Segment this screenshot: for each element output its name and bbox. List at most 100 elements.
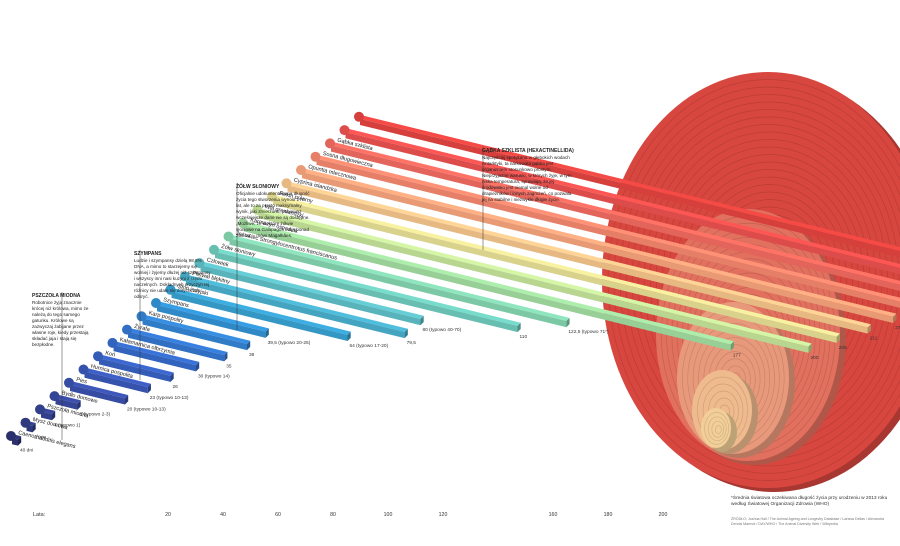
bar xyxy=(77,400,81,410)
sponge-ring xyxy=(715,425,722,434)
bar xyxy=(331,145,900,292)
note-bee-title: PSZCZOŁA MIODNA xyxy=(32,293,81,299)
bar-dot xyxy=(339,125,350,136)
bar xyxy=(302,168,897,317)
credit: ŹRÓDŁO: Joshua Hall / The Animal Ageing … xyxy=(731,517,884,526)
bar xyxy=(142,315,251,344)
bar-group: Człowiek 80 (typowo 40-70) xyxy=(194,257,462,333)
bar xyxy=(32,422,36,433)
note-bee-text: Robotnice żyją znacznie krócej niż królo… xyxy=(32,300,89,347)
note-tortoise-title: ŻÓŁW SŁONIOWY xyxy=(236,184,280,190)
bar-dot xyxy=(354,111,364,122)
bar xyxy=(345,132,900,275)
bar xyxy=(347,331,351,342)
note-chimp-title: SZYMPANS xyxy=(134,251,162,257)
note-tortoise: ŻÓŁW SŁONIOWY Oficjalnie udokumentowana … xyxy=(236,184,310,239)
sponge-ring xyxy=(707,416,727,442)
series-label: Pies xyxy=(76,377,88,386)
bar-dot xyxy=(310,151,321,162)
x-axis-label: Lata: xyxy=(33,512,46,518)
bar-dot xyxy=(238,218,248,229)
bar-dot xyxy=(296,165,306,175)
bar xyxy=(99,355,174,376)
bar-group: Koń 26 xyxy=(93,350,178,390)
series-label: Żyrafa xyxy=(134,323,152,334)
bar-dot xyxy=(93,351,103,362)
bar-dot xyxy=(180,271,190,282)
bar xyxy=(867,324,871,334)
bar-dot xyxy=(223,231,234,242)
note-sponge-text: Najczęściej spotykana w głębokich wodach… xyxy=(482,155,572,202)
note-chimp: SZYMPANS Ludzie i szympansy dzielą 98,8%… xyxy=(134,251,212,300)
bar xyxy=(186,278,405,339)
bar-group: 15 000 xyxy=(354,111,900,258)
note-bee: PSZCZOŁA MIODNA Robotnice żyją znacznie … xyxy=(32,293,90,348)
sponge-disc xyxy=(701,408,731,448)
note-sponge: GĄBKA SZKLISTA (HEXACTINELLIDA) Najczęśc… xyxy=(482,148,574,203)
bar-dot xyxy=(325,138,335,149)
bar xyxy=(84,368,151,387)
bar xyxy=(113,344,196,372)
bar-group: Żyrafa 35 xyxy=(122,323,232,369)
bar-dot xyxy=(281,178,292,189)
bar xyxy=(41,411,52,421)
bar xyxy=(125,395,129,405)
x-tick-label: 120 xyxy=(439,512,448,518)
value-label: 80 (typowo 40-70) xyxy=(423,327,462,333)
bar-dot xyxy=(35,404,45,415)
bar-group: Pies 20 (typowo 10-13) xyxy=(64,377,166,412)
bar xyxy=(224,351,228,362)
note-chimp-text: Ludzie i szympansy dzielą 98,8% DNA, a m… xyxy=(134,258,211,299)
bar xyxy=(200,265,421,326)
note-tortoise-text: Oficjalnie udokumentowana długość życia … xyxy=(236,191,310,238)
bar-dot xyxy=(252,204,263,215)
value-label: 35 xyxy=(226,363,232,369)
bar xyxy=(229,235,570,322)
series-label: Koń xyxy=(105,350,116,358)
bar-dot xyxy=(165,284,176,295)
bar xyxy=(186,275,408,332)
bar xyxy=(128,328,228,356)
x-tick-label: 60 xyxy=(275,512,281,518)
bar xyxy=(808,343,812,353)
sponge-ring xyxy=(704,412,729,445)
value-label: 372 xyxy=(895,325,900,331)
bar xyxy=(70,384,125,405)
series-label: Caenorhabditis elegans xyxy=(18,430,77,450)
x-tick-label: 100 xyxy=(384,512,393,518)
bar xyxy=(170,372,174,382)
bar-dot xyxy=(78,364,89,375)
bar xyxy=(200,261,424,319)
bar xyxy=(258,208,812,347)
value-label: 4 (typowo 1) xyxy=(54,422,81,428)
bar-dot xyxy=(151,298,161,308)
value-label: 205 xyxy=(839,345,847,351)
bar xyxy=(360,118,900,258)
bar-dot xyxy=(209,244,219,255)
bar xyxy=(316,158,900,308)
bar xyxy=(404,328,408,339)
bar-dot xyxy=(64,377,74,388)
value-label: 122,5 (typowo 71*) xyxy=(568,329,609,335)
bar-dot xyxy=(194,258,205,269)
bar-dot xyxy=(49,391,60,402)
bar-dot xyxy=(20,417,31,428)
bar xyxy=(566,317,570,328)
bar xyxy=(55,398,78,410)
value-label: 110 xyxy=(520,334,528,340)
note-sponge-title: GĄBKA SZKLISTA (HEXACTINELLIDA) xyxy=(482,148,574,154)
bar xyxy=(142,318,247,351)
value-label: 40 dni xyxy=(20,448,33,454)
bar xyxy=(316,155,900,302)
value-label: 177 xyxy=(733,353,741,359)
bar xyxy=(147,383,151,394)
value-label: 211 xyxy=(870,336,878,342)
bar xyxy=(244,222,734,345)
